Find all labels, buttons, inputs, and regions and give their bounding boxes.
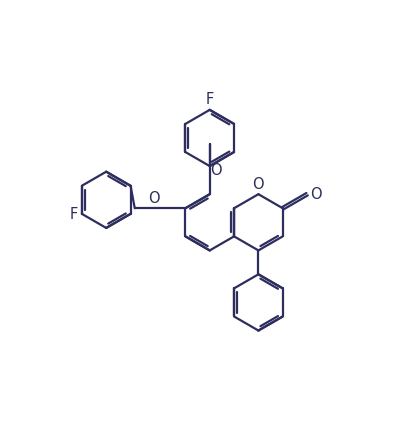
Text: O: O bbox=[310, 187, 322, 201]
Text: O: O bbox=[253, 177, 264, 192]
Text: F: F bbox=[206, 92, 214, 107]
Text: F: F bbox=[70, 207, 78, 222]
Text: O: O bbox=[148, 190, 159, 206]
Text: O: O bbox=[211, 163, 222, 178]
